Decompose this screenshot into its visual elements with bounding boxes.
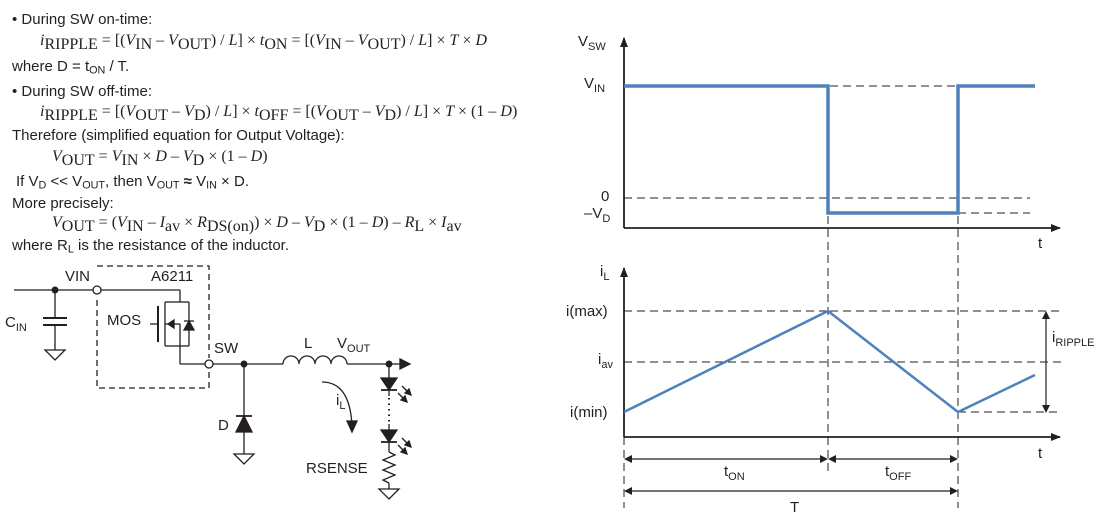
il-arrow-curve [321, 381, 353, 427]
chip-boundary [96, 265, 210, 389]
vout-precise-equation: VOUT = (VIN – Iav × RDS(on)) × D – VD × … [52, 214, 462, 235]
ton-label: tON [724, 463, 745, 483]
iav-label: iav [598, 351, 613, 371]
cin-label: CIN [5, 314, 27, 334]
led-n [379, 429, 399, 444]
mos-body-diode [182, 319, 196, 331]
mos-body-arrow [166, 318, 175, 330]
sw-pin [204, 359, 214, 369]
vsw-waveform [624, 84, 1035, 215]
inductor-coil [282, 355, 348, 365]
sw-node-label: SW [214, 340, 239, 357]
vout-simplified-equation: VOUT = VIN × D – VD × (1 – D) [52, 148, 268, 169]
on-time-header: • During SW on-time: [12, 11, 153, 28]
vin-pin [92, 285, 102, 295]
off-time-header: • During SW off-time: [12, 83, 153, 100]
rsense-resistor [381, 451, 397, 484]
chip-label: A6211 [151, 268, 193, 285]
led-1 [379, 377, 399, 392]
vsw-axis-label: VSW [578, 33, 606, 53]
il-waveform [623, 309, 1036, 414]
approximation-line: If VD << VOUT, then VOUT ≈ VIN × D. [16, 173, 249, 192]
timing-dimensions [624, 455, 958, 495]
on-time-equation: iRIPPLE = [(VIN – VOUT) / L] × tON = [(V… [40, 32, 488, 53]
where-d-line: where D = tON / T. [12, 58, 130, 77]
neg-vd-level-label: –VD [584, 205, 610, 225]
rsense-label: RSENSE [306, 460, 368, 477]
buck-circuit [14, 265, 413, 500]
rsense-ground-symbol [377, 488, 401, 500]
diode-ground-symbol [232, 453, 256, 465]
vsw-t-label: t [1038, 235, 1043, 252]
period-label: T [790, 499, 799, 516]
vout-arrow [399, 357, 412, 371]
imin-label: i(min) [570, 404, 608, 421]
imax-label: i(max) [566, 303, 608, 320]
vout-label: VOUT [337, 335, 371, 355]
diode-label: D [218, 417, 229, 434]
waveform-axes [620, 37, 1061, 441]
ripple-label: iRIPPLE [1052, 329, 1094, 349]
inductor-label: L [304, 335, 312, 352]
cin-ground-symbol [43, 349, 67, 361]
toff-label: tOFF [885, 463, 911, 483]
off-time-equation: iRIPPLE = [(VOUT – VD) / L] × tOFF = [(V… [40, 103, 518, 124]
where-rl-line: where RL is the resistance of the induct… [12, 237, 289, 256]
il-arrowhead [345, 420, 359, 434]
reference-dashes [623, 85, 1062, 508]
diode-symbol [234, 414, 254, 433]
more-precisely-line: More precisely: [12, 195, 114, 212]
il-t-label: t [1038, 445, 1043, 462]
mos-label: MOS [107, 312, 141, 329]
il-axis-label: iL [600, 263, 609, 283]
il-label: iL [336, 392, 345, 412]
vin-level-label: VIN [584, 75, 605, 95]
vin-label: VIN [65, 268, 90, 285]
therefore-line: Therefore (simplified equation for Outpu… [12, 127, 345, 144]
zero-level-label: 0 [601, 188, 609, 205]
